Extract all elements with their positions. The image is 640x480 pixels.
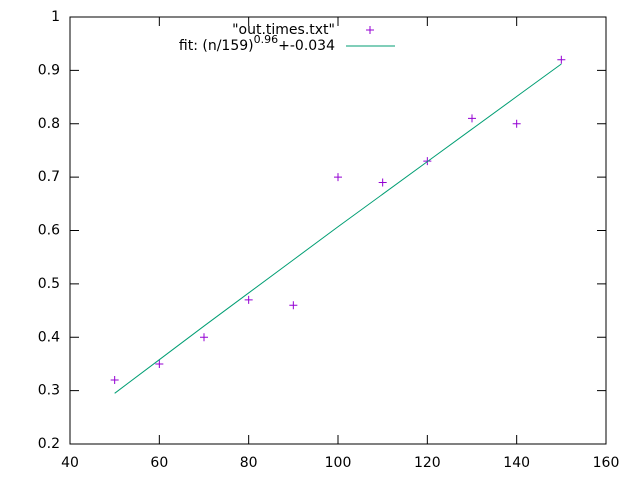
legend-label: "out.times.txt" bbox=[232, 22, 335, 38]
data-point bbox=[244, 295, 253, 304]
y-tick-label: 0.4 bbox=[38, 329, 60, 345]
y-tick-label: 0.7 bbox=[38, 169, 60, 185]
x-tick-label: 140 bbox=[503, 455, 530, 471]
legend-label-part: fit: (n/159) bbox=[179, 38, 254, 54]
data-point bbox=[289, 301, 298, 310]
y-tick-label: 0.8 bbox=[38, 116, 60, 132]
fit-line bbox=[114, 63, 562, 394]
legend-label: fit: (n/159)0.96+-0.034 bbox=[179, 33, 335, 55]
y-tick-label: 0.2 bbox=[38, 436, 60, 452]
data-point bbox=[512, 119, 521, 128]
x-tick-label: 40 bbox=[61, 455, 79, 471]
y-tick-label: 0.3 bbox=[38, 383, 60, 399]
x-tick-label: 100 bbox=[325, 455, 352, 471]
x-tick-label: 160 bbox=[593, 455, 620, 471]
data-point bbox=[468, 114, 476, 123]
data-point bbox=[334, 173, 342, 182]
legend-marker bbox=[366, 26, 374, 34]
y-tick-label: 0.5 bbox=[38, 276, 60, 292]
y-tick-label: 0.9 bbox=[38, 62, 60, 78]
x-tick-label: 80 bbox=[240, 455, 258, 471]
data-point bbox=[200, 333, 208, 342]
y-tick-label: 0.6 bbox=[38, 223, 60, 239]
legend-label-part: +-0.034 bbox=[278, 38, 335, 54]
data-point bbox=[155, 359, 164, 368]
data-point bbox=[378, 178, 387, 187]
data-point bbox=[557, 55, 566, 64]
plot-border bbox=[69, 16, 607, 445]
legend-label-part: 0.96 bbox=[254, 33, 279, 46]
data-point bbox=[110, 375, 119, 384]
y-tick-label: 1 bbox=[51, 9, 60, 25]
x-tick-label: 60 bbox=[150, 455, 168, 471]
x-tick-label: 120 bbox=[414, 455, 441, 471]
